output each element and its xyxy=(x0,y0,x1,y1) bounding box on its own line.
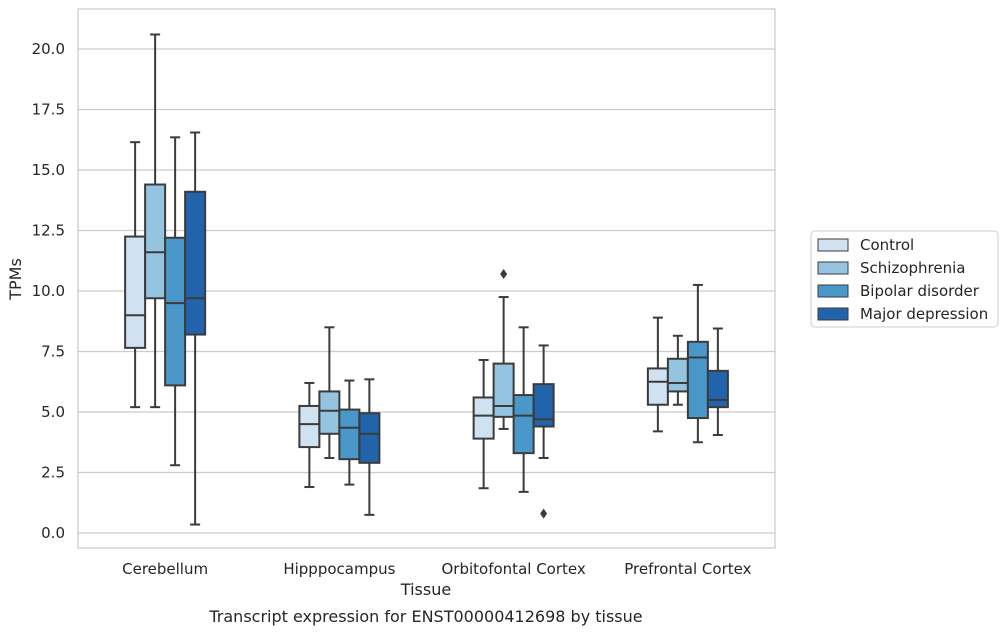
box xyxy=(358,378,381,516)
y-tick-label: 15.0 xyxy=(32,161,65,179)
legend-swatch xyxy=(817,307,849,321)
box xyxy=(318,326,341,459)
box-iqr xyxy=(124,235,147,349)
box xyxy=(532,344,555,519)
box xyxy=(646,316,669,433)
x-axis-ticks: Cerebellum Hipppocampus Orbitofontal Corte… xyxy=(122,560,751,578)
outlier-point xyxy=(500,269,508,280)
box-iqr xyxy=(144,183,167,300)
y-tick-label: 0.0 xyxy=(41,524,65,542)
box-iqr xyxy=(686,340,709,420)
box xyxy=(164,136,187,467)
x-tick-label: Hipppocampus xyxy=(283,560,395,578)
y-tick-label: 7.5 xyxy=(41,343,65,361)
box-iqr xyxy=(532,383,555,428)
box-iqr xyxy=(298,404,321,449)
y-tick-label: 10.0 xyxy=(32,282,65,300)
series-group xyxy=(124,141,669,490)
x-tick-label: Cerebellum xyxy=(122,560,208,578)
y-tick-label: 12.5 xyxy=(32,222,65,240)
y-axis-ticks: 0.0 2.5 5.0 7.5 10.0 12.5 15.0 17.5 20.0 xyxy=(32,40,65,542)
box xyxy=(124,141,147,409)
series-group xyxy=(144,33,689,459)
box-iqr xyxy=(338,408,361,461)
box-iqr xyxy=(184,190,207,336)
x-tick-label: Prefrontal Cortex xyxy=(624,560,751,578)
box xyxy=(706,327,729,436)
box xyxy=(184,131,207,526)
box-iqr xyxy=(666,357,689,393)
outlier-point xyxy=(540,508,548,519)
x-tick-label: Orbitofontal Cortex xyxy=(442,560,586,578)
box xyxy=(686,283,709,444)
box-iqr xyxy=(512,394,535,455)
plot-frame xyxy=(77,8,776,549)
y-axis-title: TPMs xyxy=(6,258,25,301)
y-tick-label: 17.5 xyxy=(32,101,65,119)
series-group xyxy=(184,131,729,526)
box xyxy=(666,334,689,406)
box-iqr xyxy=(706,369,729,409)
box xyxy=(144,33,167,409)
y-tick-label: 2.5 xyxy=(41,464,65,482)
box-iqr xyxy=(164,236,187,387)
box-iqr xyxy=(646,367,669,406)
y-tick-label: 20.0 xyxy=(32,40,65,58)
box xyxy=(338,379,361,486)
chart-caption: Transcript expression for ENST0000041269… xyxy=(208,607,642,626)
legend-frame xyxy=(810,230,999,328)
series-group xyxy=(164,136,709,493)
box-iqr xyxy=(492,362,515,418)
box-iqr xyxy=(318,390,341,435)
box xyxy=(492,269,515,430)
legend-swatch xyxy=(817,238,849,252)
legend-label: Schizophrenia xyxy=(860,259,965,277)
box xyxy=(298,381,321,489)
legend: Control Schizophrenia Bipolar disorder Majo… xyxy=(810,230,999,328)
boxplot-series xyxy=(124,33,729,526)
x-axis-title: Tissue xyxy=(400,580,451,599)
legend-label: Major depression xyxy=(860,305,988,323)
legend-swatch xyxy=(817,261,849,275)
legend-label: Control xyxy=(860,236,914,254)
legend-label: Bipolar disorder xyxy=(860,282,980,300)
y-tick-label: 5.0 xyxy=(41,403,65,421)
box xyxy=(472,358,495,490)
legend-swatch xyxy=(817,284,849,298)
box-iqr xyxy=(358,412,381,464)
box-iqr xyxy=(472,396,495,440)
